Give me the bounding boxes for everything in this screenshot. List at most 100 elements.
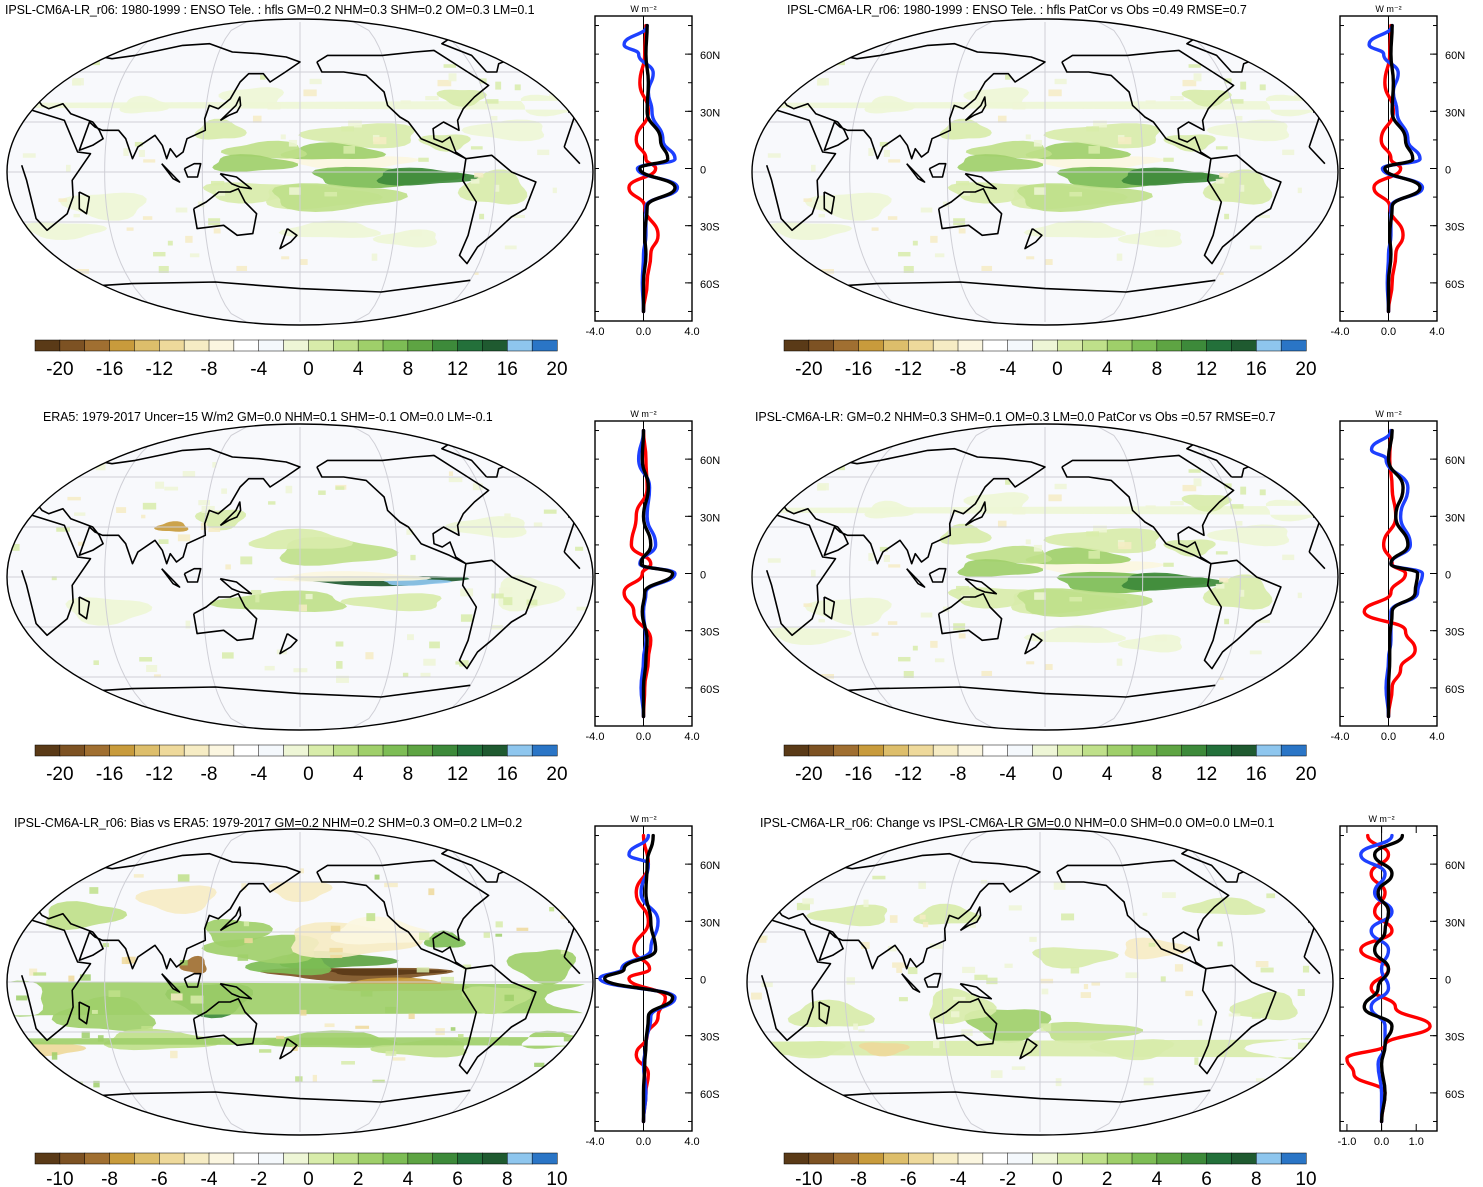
- colorbar-box: [457, 1152, 483, 1165]
- colorbar-box: [1256, 1152, 1282, 1165]
- anomaly-speckle: [1170, 501, 1184, 506]
- coastline: [932, 997, 998, 1047]
- x-tick-label: -1.0: [1337, 1136, 1356, 1148]
- lat-tick-label: 0: [1445, 165, 1451, 177]
- colorbar-label: 4: [1102, 359, 1113, 380]
- colorbar-box: [258, 339, 285, 352]
- anomaly-speckle: [1086, 126, 1099, 132]
- anomaly-speckle: [930, 943, 943, 949]
- anomaly-patch: [46, 901, 128, 931]
- anomaly-speckle: [495, 933, 503, 937]
- colorbar-label: -4: [250, 359, 267, 380]
- colorbar-box: [833, 1152, 860, 1165]
- coastline: [928, 162, 947, 178]
- anomaly-patch: [278, 220, 381, 238]
- anomaly-speckle: [164, 486, 179, 491]
- colorbar-label: -4: [999, 764, 1016, 785]
- colorbar-box: [308, 744, 334, 757]
- graticule-meridian: [201, 426, 247, 728]
- anomaly-speckle: [208, 526, 221, 532]
- anomaly-speckle: [887, 216, 898, 220]
- colorbar-label: 4: [1102, 764, 1113, 785]
- colorbar-box: [982, 744, 1009, 757]
- colorbar-box: [783, 744, 810, 757]
- anomaly-speckle: [1034, 592, 1046, 600]
- anomaly-speckle: [754, 936, 767, 943]
- anomaly-patch: [1032, 947, 1119, 969]
- panel-3: ERA5: 1979-2017 Uncer=15 W/m2 GM=0.0 NHM…: [0, 405, 740, 800]
- colorbar-label: 12: [447, 764, 468, 785]
- colorbar-box: [1131, 744, 1158, 757]
- anomaly-speckle: [1088, 550, 1100, 559]
- colorbar-label: -10: [795, 1169, 822, 1187]
- panel-5: IPSL-CM6A-LR_r06: Bias vs ERA5: 1979-201…: [0, 810, 740, 1187]
- colorbar-box: [432, 744, 459, 757]
- anomaly-speckle: [155, 481, 165, 489]
- anomaly-speckle: [920, 207, 933, 213]
- colorbar-box: [109, 339, 135, 352]
- anomaly-speckle: [898, 656, 911, 662]
- zonal-series-line: [638, 23, 677, 314]
- anomaly-patch: [1202, 169, 1273, 205]
- anomaly-speckle: [142, 502, 157, 510]
- anomaly-speckle: [1048, 89, 1062, 97]
- colorbar-box: [333, 339, 359, 352]
- anomaly-speckle: [408, 1013, 415, 1019]
- anomaly-speckle: [146, 665, 158, 673]
- anomaly-speckle: [951, 1011, 960, 1018]
- anomaly-speckle: [341, 126, 354, 132]
- anomaly-speckle: [1145, 100, 1156, 104]
- anomaly-speckle: [300, 1009, 307, 1016]
- x-tick-label: 4.0: [1429, 326, 1444, 338]
- anomaly-speckle: [126, 227, 134, 231]
- anomaly-speckle: [462, 964, 472, 970]
- anomaly-speckle: [504, 513, 511, 522]
- anomaly-speckle: [158, 539, 169, 544]
- coastline: [219, 906, 242, 932]
- anomaly-speckle: [460, 614, 473, 622]
- map-field: [765, 61, 1326, 275]
- anomaly-speckle: [373, 137, 387, 145]
- zonal-series-line: [1359, 833, 1394, 1124]
- anomaly-speckle: [474, 271, 479, 275]
- map-border: [6, 828, 594, 1136]
- coastline: [279, 632, 298, 655]
- anomaly-speckle: [410, 554, 416, 561]
- anomaly-speckle: [955, 585, 970, 591]
- anomaly-speckle: [974, 974, 988, 981]
- anomaly-speckle: [565, 665, 574, 670]
- colorbar: -20 -16 -12 -8 -4 0 4 8 12 16 20: [34, 744, 568, 785]
- anomaly-patch: [1023, 625, 1126, 643]
- colorbar-box: [982, 1152, 1009, 1165]
- colorbar-label: -6: [900, 1169, 917, 1187]
- panel-title: IPSL-CM6A-LR_r06: Bias vs ERA5: 1979-201…: [14, 816, 523, 830]
- colorbar-label: 0: [303, 1169, 314, 1187]
- colorbar-box: [333, 744, 359, 757]
- anomaly-speckle: [761, 981, 773, 988]
- anomaly-speckle: [1069, 596, 1083, 602]
- anomaly-speckle: [1285, 664, 1296, 672]
- anomaly-patch: [787, 999, 875, 1028]
- anomaly-speckle: [259, 1049, 272, 1053]
- coastline: [161, 163, 181, 183]
- anomaly-speckle: [1116, 253, 1123, 261]
- anomaly-speckle: [240, 556, 253, 565]
- colorbar-box: [1231, 1152, 1257, 1165]
- colorbar-box: [84, 744, 111, 757]
- anomaly-patch: [1163, 134, 1216, 152]
- anomaly-patch: [765, 222, 853, 241]
- colorbar-box: [858, 339, 884, 352]
- anomaly-speckle: [89, 887, 99, 894]
- anomaly-speckle: [1260, 967, 1274, 973]
- anomaly-speckle: [953, 996, 966, 1001]
- anomaly-patch: [760, 1041, 846, 1059]
- coastline: [183, 567, 202, 583]
- colorbar-label: 8: [403, 764, 414, 785]
- colorbar-box: [1156, 1152, 1183, 1165]
- anomaly-speckle: [818, 213, 825, 218]
- zonal-series-line: [602, 833, 675, 1124]
- anomaly-speckle: [513, 214, 525, 218]
- colorbar-box: [357, 744, 384, 757]
- lat-tick-label: 30N: [700, 512, 720, 524]
- colorbar-box: [482, 744, 508, 757]
